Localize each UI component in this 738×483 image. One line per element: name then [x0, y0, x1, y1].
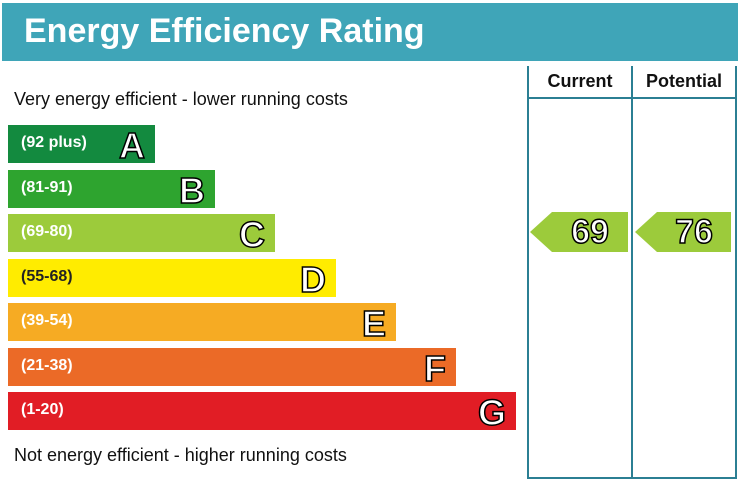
- band-a: (92 plus) A: [8, 124, 155, 167]
- band-letter: C: [238, 213, 266, 256]
- potential-rating-arrow: 76: [635, 212, 731, 252]
- band-letter: A: [118, 124, 146, 167]
- band-range: (81-91): [21, 179, 73, 196]
- band-letter: B: [178, 169, 206, 212]
- bottom-border: [527, 477, 737, 479]
- band-e: (39-54) E: [8, 302, 396, 345]
- potential-header: Potential: [645, 71, 722, 91]
- chart-title: Energy Efficiency Rating: [24, 12, 425, 50]
- bottom-note: Not energy efficient - higher running co…: [14, 445, 347, 465]
- band-range: (92 plus): [21, 134, 87, 151]
- band-d: (55-68) D: [8, 258, 336, 301]
- current-header: Current: [547, 71, 613, 91]
- band-b: (81-91) B: [8, 169, 215, 212]
- current-rating-arrow: 69: [530, 212, 628, 252]
- top-note: Very energy efficient - lower running co…: [14, 89, 348, 109]
- band-range: (55-68): [21, 268, 73, 285]
- band-range: (69-80): [21, 223, 73, 240]
- title-banner: Energy Efficiency Rating: [2, 3, 738, 61]
- band-g: (1-20) G: [8, 391, 516, 434]
- band-c: (69-80) C: [8, 213, 275, 256]
- column-divider: [631, 66, 633, 478]
- band-letter: G: [477, 391, 507, 434]
- band-range: (39-54): [21, 312, 73, 329]
- current-rating-value: 69: [570, 212, 609, 252]
- band-letter: F: [423, 347, 447, 390]
- band-f: (21-38) F: [8, 347, 456, 390]
- column-divider: [527, 66, 529, 478]
- potential-rating-value: 76: [674, 212, 713, 252]
- band-range: (21-38): [21, 357, 73, 374]
- band-range: (1-20): [21, 401, 64, 418]
- column-divider: [735, 66, 737, 478]
- header-divider: [527, 97, 737, 99]
- band-letter: E: [361, 302, 387, 345]
- band-letter: D: [299, 258, 327, 301]
